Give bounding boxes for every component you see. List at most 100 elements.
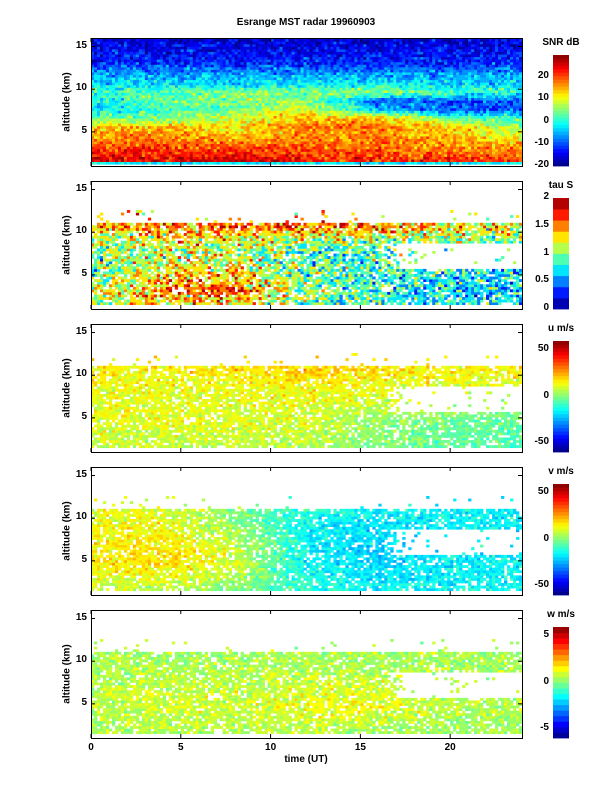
heatmap-cell — [105, 107, 110, 111]
heatmap-cell — [91, 148, 95, 152]
heatmap-cell — [105, 159, 110, 163]
heatmap-cell — [91, 51, 95, 55]
heatmap-cell — [91, 54, 95, 58]
heatmap-cell — [91, 107, 95, 111]
heatmap-cell — [96, 118, 101, 122]
heatmap-cell — [105, 161, 110, 165]
heatmap-cell — [93, 43, 98, 47]
heatmap-cell — [111, 46, 116, 50]
heatmap-cell — [96, 82, 101, 86]
heatmap-cell — [99, 118, 104, 122]
heatmap-cell — [99, 92, 104, 96]
heatmap-cell — [114, 54, 119, 58]
heatmap-cell — [91, 102, 95, 106]
heatmap-cell — [120, 161, 125, 165]
heatmap-cell — [117, 133, 122, 137]
heatmap-cell — [96, 161, 101, 165]
heatmap-cell — [111, 54, 116, 58]
heatmap-cell — [99, 131, 104, 134]
heatmap-cell — [111, 92, 116, 96]
heatmap-cell — [91, 113, 95, 116]
heatmap-cell — [91, 120, 95, 124]
heatmap-cell — [117, 136, 122, 139]
heatmap-cell — [108, 43, 113, 47]
heatmap-cell — [99, 64, 104, 68]
heatmap-cell — [91, 159, 95, 163]
heatmap-cell — [96, 74, 101, 78]
heatmap-cell — [91, 118, 95, 122]
heatmap-cell — [108, 72, 113, 75]
heatmap-cell — [117, 69, 122, 73]
heatmap-cell — [117, 118, 122, 122]
heatmap-cell — [111, 136, 116, 139]
heatmap-cell — [108, 61, 113, 65]
heatmap-cell — [102, 64, 107, 68]
heatmap-cell — [108, 156, 113, 160]
heatmap-cell — [93, 143, 98, 147]
heatmap-cell — [111, 87, 116, 91]
heatmap-cell — [120, 154, 125, 157]
heatmap-cell — [99, 146, 104, 150]
heatmap-cell — [117, 107, 122, 111]
heatmap-cell — [99, 95, 104, 99]
heatmap-cell — [105, 120, 110, 124]
heatmap-cell — [102, 74, 107, 78]
heatmap-cell — [99, 107, 104, 111]
heatmap-cell — [108, 161, 113, 165]
heatmap-cell — [108, 148, 113, 152]
heatmap-cell — [117, 123, 122, 127]
heatmap-cell — [102, 41, 107, 45]
heatmap-cell — [93, 159, 98, 163]
heatmap-cell — [108, 67, 113, 70]
heatmap-cell — [114, 46, 119, 50]
heatmap-cell — [114, 138, 119, 142]
heatmap-cell — [102, 120, 107, 124]
heatmap-cell — [111, 43, 116, 47]
heatmap-cell — [102, 67, 107, 70]
heatmap-cell — [96, 113, 101, 116]
heatmap-cell — [114, 49, 119, 52]
heatmap-cell — [108, 120, 113, 124]
heatmap-cell — [117, 84, 122, 88]
heatmap-cell — [117, 59, 122, 63]
heatmap-cell — [120, 148, 125, 152]
heatmap-cell — [99, 61, 104, 65]
heatmap-cell — [117, 87, 122, 91]
heatmap-cell — [108, 69, 113, 73]
heatmap-cell — [120, 146, 125, 150]
heatmap-cell — [96, 90, 101, 93]
heatmap-cell — [117, 120, 122, 124]
heatmap-cell — [93, 84, 98, 88]
heatmap-cell — [93, 138, 98, 142]
heatmap-cell — [114, 82, 119, 86]
heatmap-cell — [117, 67, 122, 70]
heatmap-cell — [108, 74, 113, 78]
heatmap-cell — [117, 125, 122, 129]
heatmap-cell — [91, 69, 95, 73]
heatmap-cell — [99, 74, 104, 78]
heatmap-cell — [111, 67, 116, 70]
heatmap-cell — [93, 154, 98, 157]
heatmap-cell — [102, 128, 107, 132]
heatmap-cell — [93, 105, 98, 109]
heatmap-cell — [93, 133, 98, 137]
heatmap-cell — [102, 100, 107, 104]
heatmap-cell — [117, 115, 122, 119]
heatmap-cell — [99, 102, 104, 106]
heatmap-cell — [96, 110, 101, 114]
heatmap-cell — [105, 154, 110, 157]
heatmap-cell — [102, 82, 107, 86]
heatmap-cell — [108, 95, 113, 99]
heatmap-cell — [99, 82, 104, 86]
heatmap-cell — [99, 115, 104, 119]
heatmap-cell — [114, 136, 119, 139]
heatmap-cell — [105, 102, 110, 106]
heatmap-cell — [111, 133, 116, 137]
heatmap-cell — [93, 161, 98, 165]
heatmap-cell — [117, 131, 122, 134]
heatmap-cell — [93, 131, 98, 134]
heatmap-cell — [111, 64, 116, 68]
heatmap-cell — [93, 95, 98, 99]
heatmap-cell — [102, 59, 107, 63]
heatmap-cell — [105, 146, 110, 150]
